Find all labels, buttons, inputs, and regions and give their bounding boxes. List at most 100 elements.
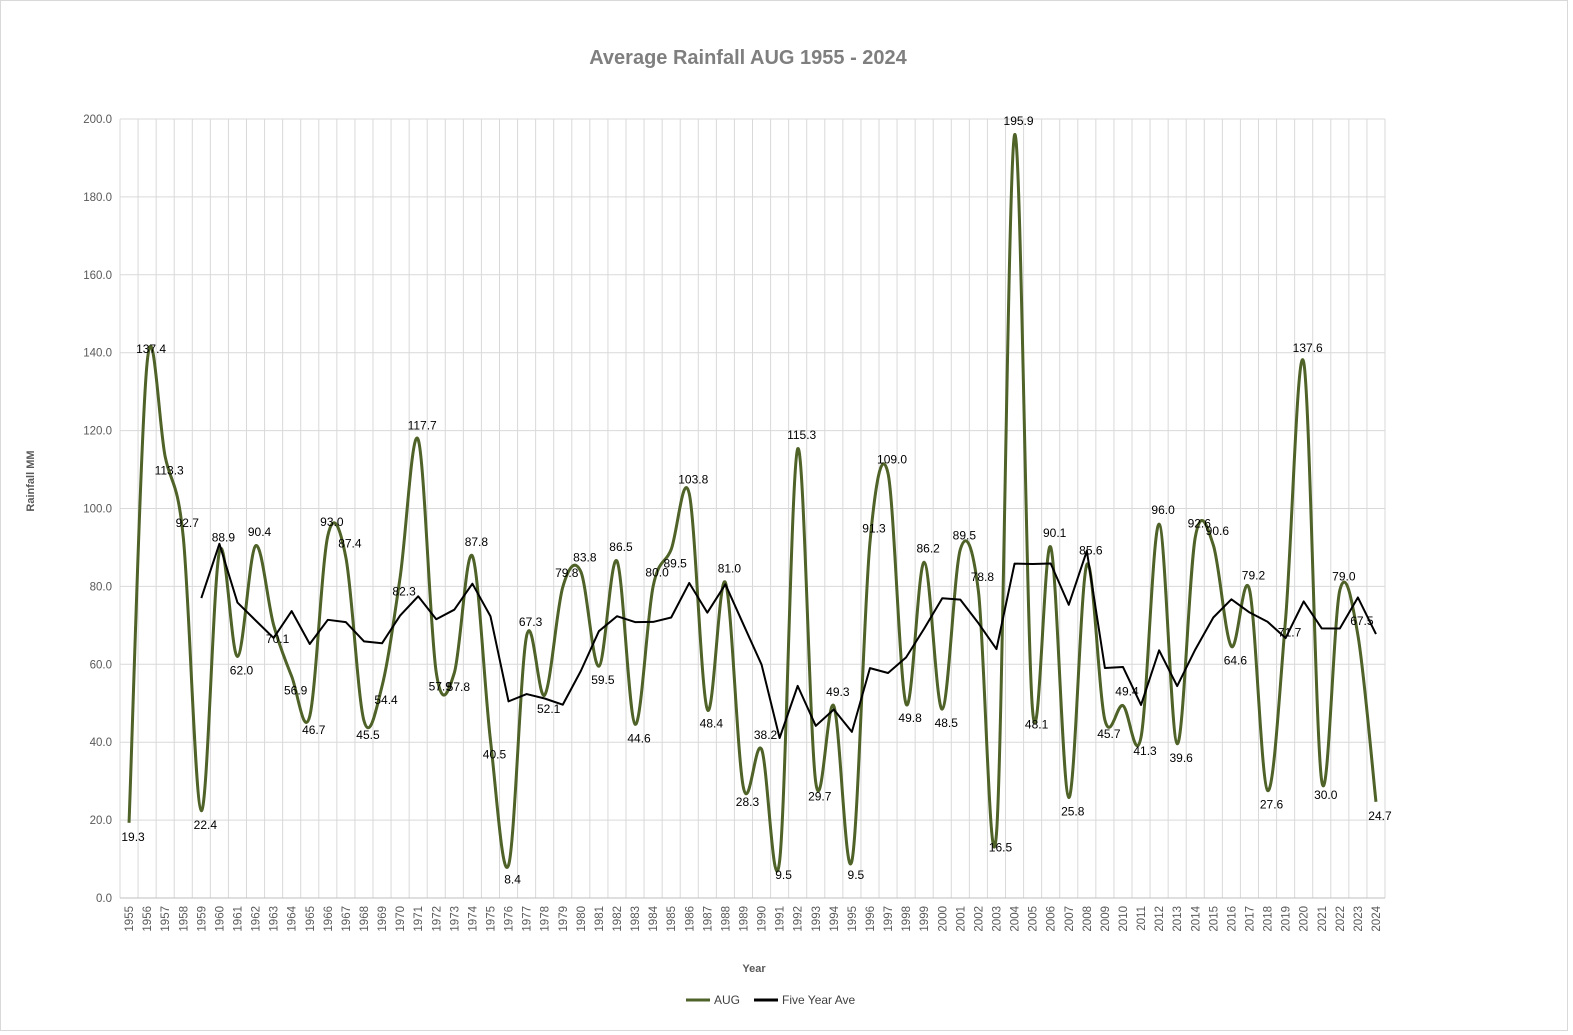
x-tick-label: 1960 [214,906,226,932]
data-label: 87.4 [338,537,362,551]
data-label: 90.6 [1206,524,1230,538]
data-label: 92.6 [1188,516,1212,530]
x-tick-label: 2024 [1371,905,1383,931]
data-label: 67.5 [1350,614,1374,628]
data-label: 16.5 [989,841,1013,855]
x-tick-label: 2003 [991,906,1003,932]
data-label: 109.0 [877,452,907,466]
x-tick-label: 2014 [1190,905,1202,931]
x-tick-label: 1973 [449,906,461,932]
data-label: 64.6 [1224,653,1248,667]
grid: 0.0 20.0 40.0 60.0 80.0 100.0 120.0 140.0 160.0 1… [83,114,1386,932]
x-tick-label: 1984 [648,905,660,931]
y-tick-label: 60.0 [90,659,112,671]
x-tick-label: 1977 [522,906,534,932]
x-tick-label: 1956 [142,906,154,932]
x-tick-label: 1996 [865,906,877,932]
data-label: 83.8 [573,551,597,565]
x-tick-label: 1999 [919,906,931,932]
x-tick-label: 2015 [1208,906,1220,932]
x-tick-label: 1961 [232,906,244,932]
x-tick-label: 1963 [269,906,281,932]
data-label: 40.5 [483,747,507,761]
data-label: 57.9 [429,679,453,693]
data-label: 44.6 [627,731,651,745]
x-tick-label: 2017 [1244,906,1256,932]
data-label: 90.1 [1043,526,1067,540]
x-tick-label: 2013 [1172,906,1184,932]
data-label: 88.9 [212,531,236,545]
x-tick-label: 2016 [1226,906,1238,932]
x-tick-label: 2018 [1263,906,1275,932]
data-label: 71.7 [1278,626,1302,640]
data-label: 115.3 [787,428,816,442]
y-tick-label: 180.0 [83,192,112,204]
x-tick-label: 1985 [666,906,678,932]
data-label: 22.4 [194,818,218,832]
data-label: 57.8 [447,680,471,694]
x-tick-label: 1978 [540,906,552,932]
x-tick-label: 1974 [467,905,479,931]
data-label: 30.0 [1314,788,1338,802]
x-tick-label: 1975 [485,906,497,932]
y-tick-label: 100.0 [83,504,112,516]
x-tick-label: 1969 [377,906,389,932]
x-tick-label: 2008 [1082,906,1094,932]
x-tick-label: 1957 [160,906,172,932]
x-tick-label: 1989 [738,906,750,932]
x-tick-label: 1991 [775,906,787,932]
data-label: 96.0 [1151,503,1175,517]
y-tick-label: 40.0 [90,737,112,749]
data-label: 25.8 [1061,805,1085,819]
data-label: 19.3 [121,830,145,844]
data-label: 87.8 [465,535,489,549]
x-tick-label: 1995 [847,906,859,932]
labels: 19.3 137.4 113.3 92.7 22.4 88.9 62.0 90.4 70.1 56… [121,114,1392,886]
x-tick-label: 1959 [196,906,208,932]
data-label: 117.7 [408,419,437,433]
legend: AUG Five Year Ave [686,993,856,1007]
data-label: 79.8 [555,566,579,580]
data-label: 93.0 [320,515,344,529]
x-tick-label: 1958 [178,906,190,932]
x-tick-label: 1972 [431,906,443,932]
x-tick-label: 1997 [883,906,895,932]
data-label: 38.2 [754,728,778,742]
data-label: 54.4 [374,693,398,707]
data-label: 39.6 [1169,751,1193,765]
series-line [200,542,1377,739]
data-label: 79.0 [1332,569,1356,583]
data-label: 89.5 [663,556,687,570]
marks [127,133,1378,873]
x-tick-label: 1990 [757,906,769,932]
x-tick-label: 2020 [1299,906,1311,932]
data-label: 67.3 [519,615,543,629]
data-label: 48.4 [700,716,724,730]
x-tick-label: 2004 [1010,905,1022,931]
data-label: 137.4 [136,342,166,356]
x-tick-label: 1994 [829,905,841,931]
x-tick-label: 1955 [124,906,136,932]
y-tick-label: 20.0 [90,815,112,827]
data-label: 103.8 [678,473,708,487]
data-label: 41.3 [1133,744,1157,758]
data-label: 8.4 [504,872,521,886]
data-label: 80.0 [645,565,669,579]
data-label: 79.2 [1242,569,1266,583]
x-tick-label: 2023 [1353,906,1365,932]
x-tick-label: 1966 [323,906,335,932]
data-label: 62.0 [230,664,254,678]
x-tick-label: 1964 [287,905,299,931]
x-tick-label: 2007 [1064,906,1076,932]
data-label: 70.1 [266,632,290,646]
x-tick-label: 2019 [1281,906,1293,932]
data-label: 91.3 [862,521,886,535]
data-label: 9.5 [775,868,792,882]
data-label: 56.9 [284,683,308,697]
data-label: 46.7 [302,723,326,737]
x-tick-label: 1983 [630,906,642,932]
data-label: 52.1 [537,702,561,716]
chart-title: Average Rainfall AUG 1955 - 2024 [589,47,907,69]
data-label: 48.5 [935,716,959,730]
